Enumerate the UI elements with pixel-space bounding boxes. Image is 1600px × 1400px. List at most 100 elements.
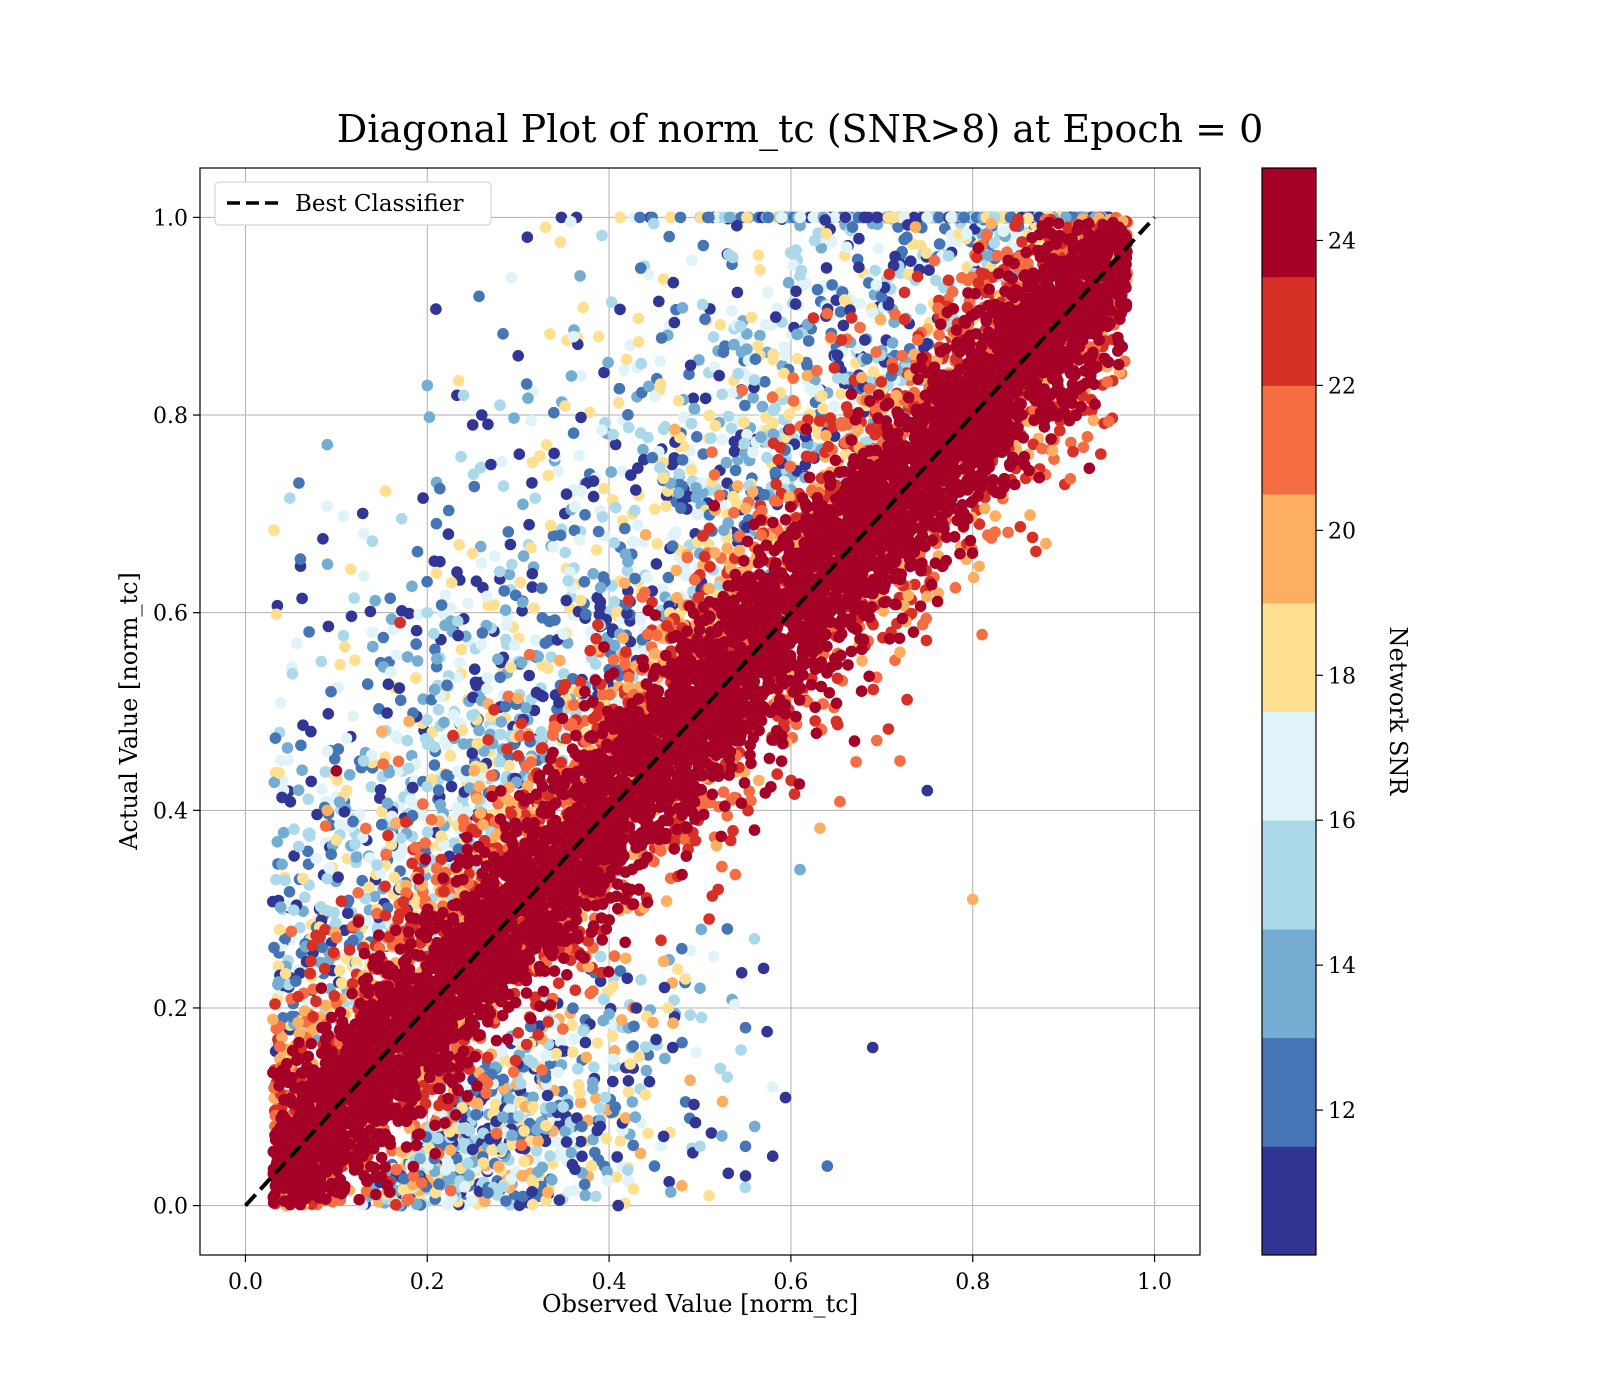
scatter-point — [699, 313, 711, 325]
scatter-point — [523, 1054, 535, 1066]
scatter-point — [434, 482, 446, 495]
scatter-point — [527, 1101, 539, 1113]
scatter-point — [608, 639, 621, 652]
scatter-point — [676, 302, 689, 314]
scatter-point — [273, 923, 286, 936]
scatter-point — [583, 406, 596, 419]
scatter-point — [741, 429, 753, 441]
scatter-point — [766, 391, 779, 404]
scatter-point — [627, 1040, 639, 1052]
scatter-point — [302, 793, 315, 805]
scatter-point — [729, 868, 742, 881]
scatter-point — [279, 968, 292, 980]
scatter-point — [330, 917, 342, 929]
scatter-point — [732, 367, 744, 380]
scatter-point — [447, 709, 460, 721]
scatter-point — [674, 211, 687, 224]
scatter-point — [621, 607, 633, 620]
scatter-point — [771, 302, 783, 315]
scatter-point — [770, 311, 782, 323]
scatter-point — [525, 414, 537, 427]
scatter-point — [619, 522, 631, 535]
scatter-point — [839, 211, 852, 224]
scatter-point — [316, 783, 328, 796]
scatter-point — [614, 303, 626, 316]
scatter-point — [337, 629, 350, 642]
scatter-point — [552, 465, 565, 477]
scatter-point — [505, 272, 518, 284]
scatter-point — [882, 723, 895, 735]
scatter-point — [354, 808, 366, 821]
scatter-point — [670, 526, 682, 538]
scatter-point — [592, 619, 604, 631]
scatter-point — [432, 703, 445, 716]
scatter-point — [837, 319, 850, 332]
scatter-point — [356, 831, 369, 844]
scatter-point — [471, 1097, 484, 1109]
scatter-point — [846, 221, 859, 233]
scatter-point — [488, 550, 501, 563]
scatter-point — [365, 781, 378, 793]
scatter-point — [587, 490, 600, 503]
scatter-point — [575, 1135, 587, 1148]
scatter-point — [747, 392, 759, 404]
scatter-point — [559, 400, 571, 412]
scatter-point — [547, 541, 559, 553]
scatter-point — [421, 575, 433, 588]
scatter-point — [515, 717, 528, 730]
scatter-point — [333, 796, 346, 808]
scatter-point — [546, 1174, 558, 1186]
scatter-point — [784, 246, 797, 259]
scatter-point — [270, 608, 283, 621]
scatter-point — [658, 981, 671, 994]
scatter-point — [574, 270, 586, 282]
scatter-point — [417, 492, 429, 504]
scatter-point — [901, 231, 913, 243]
scatter-point — [767, 428, 780, 441]
scatter-point — [545, 1101, 557, 1114]
scatter-point — [349, 654, 361, 666]
scatter-point — [475, 638, 488, 651]
scatter-point — [760, 411, 772, 424]
scatter-point — [285, 925, 298, 938]
scatter-point — [463, 1125, 476, 1137]
scatter-point — [319, 766, 332, 778]
scatter-point — [622, 421, 635, 434]
scatter-point — [430, 303, 442, 315]
scatter-point — [431, 653, 443, 665]
scatter-point — [653, 295, 665, 308]
scatter-point — [402, 762, 415, 775]
scatter-point — [288, 823, 300, 835]
scatter-point — [455, 450, 467, 463]
scatter-point — [482, 1187, 494, 1199]
scatter-point — [493, 565, 506, 578]
scatter-point — [517, 550, 530, 562]
scatter-point — [575, 411, 587, 424]
scatter-point — [838, 373, 851, 385]
scatter-point — [486, 1144, 499, 1156]
scatter-point — [854, 321, 866, 334]
scatter-point — [684, 1074, 696, 1087]
scatter-point — [305, 955, 317, 967]
scatter-point — [688, 1098, 700, 1111]
scatter-point — [488, 599, 500, 611]
scatter-point — [624, 1058, 636, 1070]
scatter-point — [831, 349, 844, 362]
scatter-point — [960, 227, 973, 240]
scatter-point — [575, 485, 588, 497]
scatter-point — [343, 769, 356, 781]
scatter-point — [819, 214, 831, 226]
scatter-point — [648, 390, 661, 403]
scatter-point — [453, 538, 465, 551]
scatter-point — [369, 594, 382, 607]
scatter-point — [363, 881, 375, 894]
scatter-point — [332, 871, 344, 883]
scatter-point — [867, 307, 879, 320]
scatter-point — [381, 707, 393, 719]
scatter-point — [709, 547, 721, 559]
scatter-point — [889, 250, 901, 263]
scatter-point — [980, 229, 993, 241]
scatter-point — [554, 1146, 567, 1159]
scatter-point — [459, 1181, 471, 1193]
scatter-point — [709, 420, 721, 432]
